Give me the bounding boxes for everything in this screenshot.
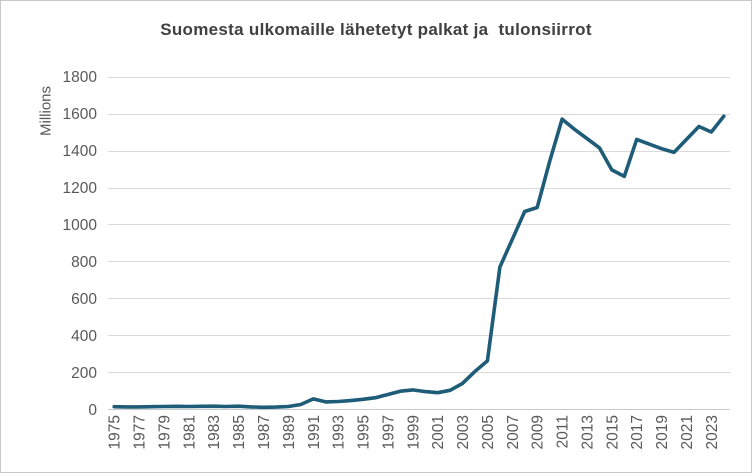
x-axis-tick-label: 2009	[530, 415, 547, 449]
x-axis-tick-label: 1975	[107, 415, 124, 449]
x-axis-tick-label: 1989	[281, 415, 298, 449]
x-axis-tick-label: 2017	[629, 415, 646, 449]
x-axis-tick-label: 2003	[455, 415, 472, 449]
y-axis-tick-label: 1800	[63, 69, 98, 86]
y-axis-tick-label: 1400	[63, 143, 98, 160]
x-axis-tick-label: 1987	[256, 415, 273, 449]
x-axis-tick-label: 2019	[654, 415, 671, 449]
x-axis-tick-label: 1991	[306, 415, 323, 449]
y-axis-tick-label: 1000	[63, 217, 98, 234]
x-axis-tick-label: 2011	[555, 415, 572, 448]
x-axis-tick-label: 1995	[356, 415, 373, 449]
x-axis-tick-label: 1981	[181, 415, 198, 449]
x-axis-tick-label: 2015	[604, 415, 621, 449]
x-axis-tick-label: 1977	[132, 415, 149, 449]
y-axis-tick-label: 800	[71, 254, 97, 271]
x-axis-tick-label: 2013	[579, 415, 596, 449]
y-axis-tick-label: 600	[71, 291, 97, 308]
x-axis-tick-label: 2021	[679, 415, 696, 449]
x-axis-tick-label: 1993	[331, 415, 348, 449]
y-axis-tick-label: 400	[71, 328, 97, 345]
data-series-line	[112, 114, 726, 410]
x-axis-tick-label: 2023	[704, 415, 721, 449]
x-axis-tick-label: 2005	[480, 415, 497, 449]
y-axis-tick-label: 0	[88, 402, 97, 419]
x-axis-tick-label: 1985	[231, 415, 248, 449]
chart-title: Suomesta ulkomaille lähetetyt palkat ja …	[160, 20, 592, 39]
y-axis-tick-label: 1200	[63, 180, 98, 197]
x-axis-tick-label: 1979	[157, 415, 174, 449]
y-axis-tick-label: 1600	[63, 106, 98, 123]
x-axis-tick-label: 2001	[430, 415, 447, 449]
x-axis-tick-label: 1983	[206, 415, 223, 449]
x-axis-tick-label: 2007	[505, 415, 522, 449]
x-axis-tick-label: 1997	[380, 415, 397, 449]
y-axis-tick-label: 200	[71, 365, 97, 382]
x-axis-tick-label: 1999	[405, 415, 422, 449]
